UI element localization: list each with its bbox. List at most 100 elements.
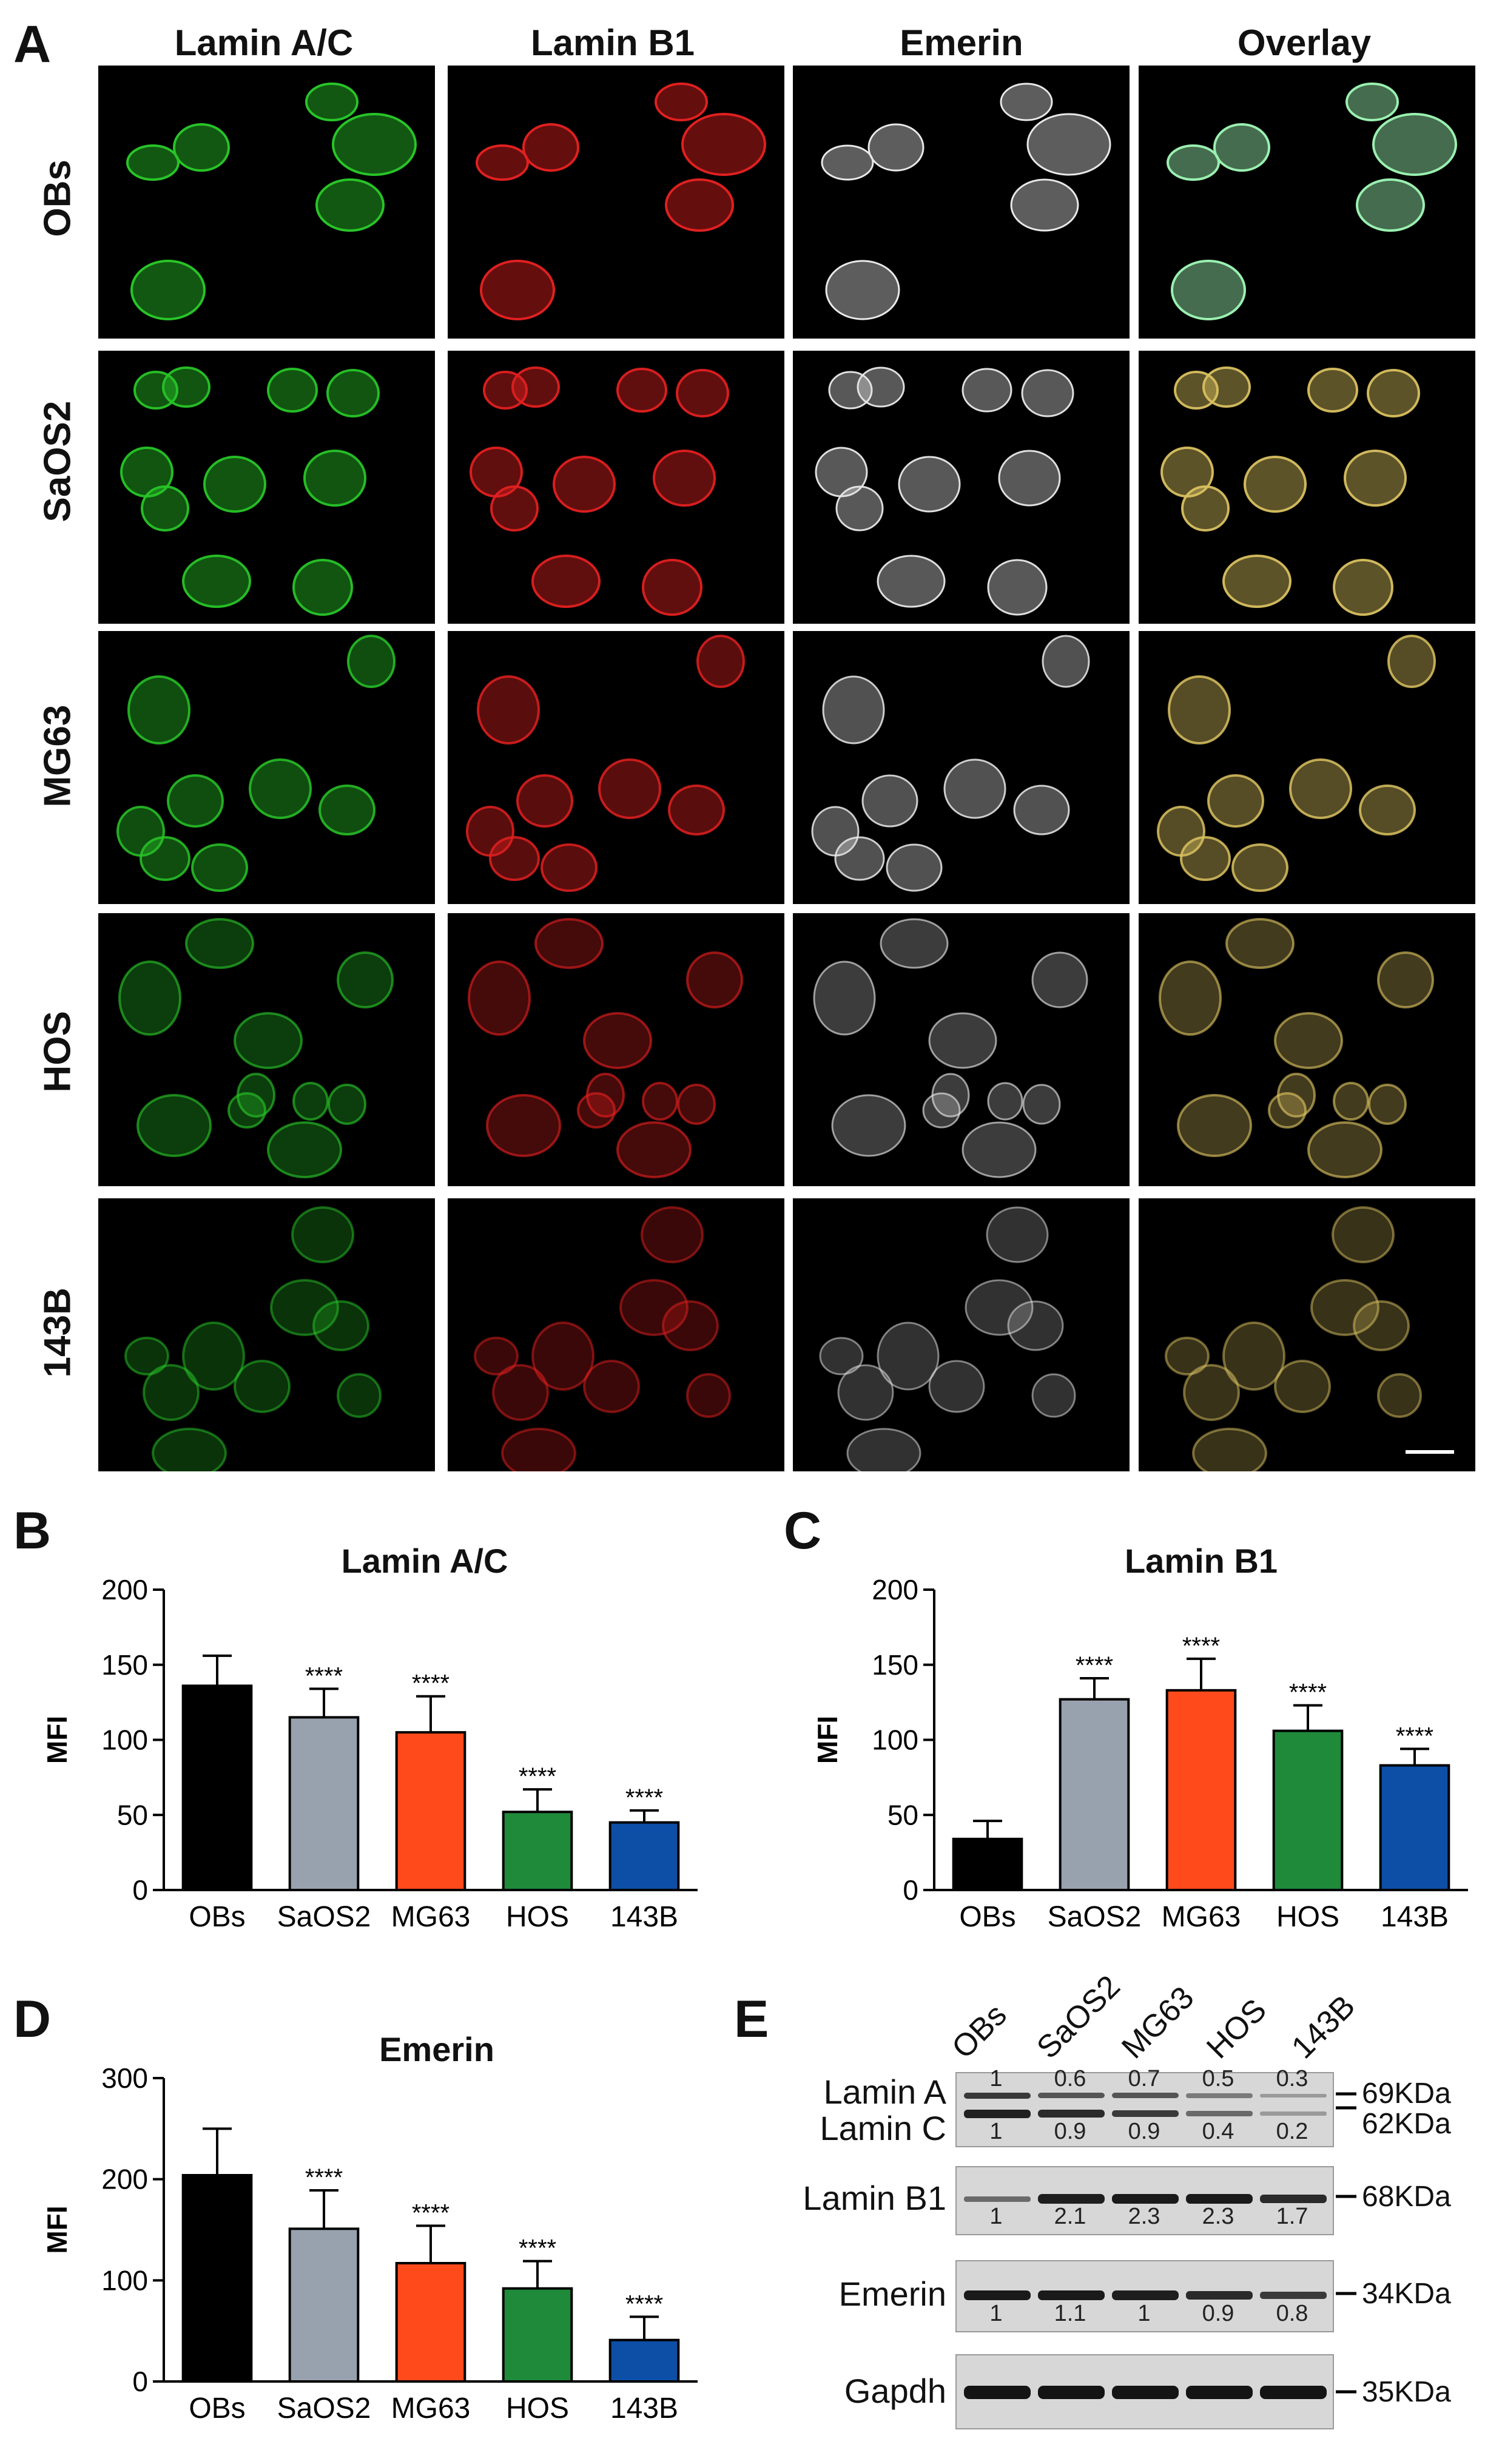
kda-tick-gapdh <box>1336 2390 1356 2394</box>
nucleus <box>511 366 560 408</box>
band-lamin-b1-saos2 <box>1038 2194 1105 2204</box>
micrograph-143b-overlay <box>1139 1198 1475 1471</box>
nucleus <box>681 113 766 176</box>
micrograph-mg63-overlay <box>1139 631 1475 904</box>
nucleus <box>191 843 248 892</box>
y-tick-label: 50 <box>887 1799 918 1831</box>
quant-lamin-a-obs: 1 <box>989 2066 1003 2091</box>
x-tick-label: SaOS2 <box>277 1901 371 1933</box>
chart-b-title: Lamin A/C <box>341 1542 508 1580</box>
y-axis-label: MFI <box>812 1716 843 1764</box>
nucleus <box>986 1206 1049 1263</box>
nucleus <box>516 774 573 828</box>
y-axis-label: MFI <box>41 1716 73 1764</box>
band-lamin-c-143b <box>1260 2111 1327 2116</box>
band-emerin-obs <box>964 2290 1031 2300</box>
nucleus <box>173 123 230 172</box>
band-emerin-hos <box>1186 2291 1253 2300</box>
x-tick-label: OBs <box>189 1901 245 1933</box>
nucleus <box>267 368 318 413</box>
band-lamin-a-obs <box>964 2093 1031 2099</box>
chart-b-lamin-ac: 0 50 100 150 200 MFI OBs **** SaOS2 **** MG63 **** H… <box>41 1574 698 1933</box>
bar-143b <box>608 1821 680 1891</box>
nucleus <box>1022 1084 1061 1125</box>
bar-saos2 <box>288 2227 360 2383</box>
nucleus <box>619 1279 689 1336</box>
band-lamin-b1-hos <box>1186 2194 1253 2204</box>
panel-b-letter: B <box>13 1502 52 1560</box>
quant-lamin-a-143b: 0.3 <box>1276 2066 1308 2091</box>
nucleus <box>880 918 949 969</box>
micrograph-mg63-lamin-b1 <box>448 631 784 904</box>
nucleus <box>965 1279 1034 1336</box>
nucleus <box>846 1428 921 1471</box>
nucleus <box>1181 485 1230 532</box>
bar-mg63 <box>395 2262 466 2383</box>
micrograph-hos-lamin-b1 <box>448 913 784 1186</box>
nucleus <box>118 960 181 1036</box>
nucleus <box>1177 1094 1252 1157</box>
panel-d-letter: D <box>13 1990 52 2048</box>
nucleus <box>249 758 312 819</box>
band-lamin-c-hos <box>1186 2111 1253 2116</box>
nucleus <box>1353 1300 1410 1351</box>
nucleus <box>476 144 529 181</box>
panel-e-letter: E <box>734 1990 769 2048</box>
significance-label: **** <box>519 2235 556 2262</box>
blot-label-lamin-a: Lamin A <box>823 2073 946 2111</box>
nucleus <box>1372 113 1457 176</box>
x-tick-label: OBs <box>959 1901 1015 1933</box>
micrograph-obs-emerin <box>793 66 1130 339</box>
column-header-lamin-ac: Lamin A/C <box>174 22 354 63</box>
lane-label-hos: HOS <box>1200 1992 1273 2066</box>
x-tick-label: 143B <box>1381 1901 1449 1933</box>
y-tick-label: 100 <box>101 1724 148 1756</box>
nucleus <box>828 371 873 410</box>
nucleus <box>819 1337 864 1375</box>
kda-tick-lamin-b1 <box>1336 2195 1356 2198</box>
significance-label: **** <box>412 2199 450 2226</box>
nucleus <box>227 1092 266 1129</box>
lane-label-mg63: MG63 <box>1115 1980 1201 2066</box>
quant-lamin-b1-obs: 1 <box>989 2204 1003 2229</box>
nucleus <box>553 456 616 513</box>
nucleus <box>857 366 905 408</box>
nucleus <box>305 83 359 121</box>
nucleus <box>922 1092 961 1129</box>
nucleus <box>1180 836 1231 881</box>
x-tick-label: HOS <box>1276 1901 1339 1933</box>
nucleus <box>1244 456 1307 513</box>
band-lamin-a-saos2 <box>1038 2093 1105 2098</box>
y-tick-label: 50 <box>117 1799 148 1831</box>
nucleus <box>477 675 540 744</box>
blot-label-lamin-b1: Lamin B1 <box>803 2179 946 2217</box>
nucleus <box>821 144 874 181</box>
blot-label-emerin: Emerin <box>838 2275 946 2313</box>
nucleus <box>136 1094 212 1157</box>
nucleus <box>1165 1337 1210 1375</box>
column-header-overlay: Overlay <box>1237 22 1372 63</box>
nucleus <box>1268 1092 1307 1129</box>
band-gapdh-hos <box>1186 2386 1253 2399</box>
y-tick-label: 200 <box>101 1574 148 1605</box>
quant-lamin-b1-143b: 1.7 <box>1276 2204 1308 2229</box>
micrograph-mg63-emerin <box>793 631 1130 904</box>
quant-lamin-b1-hos: 2.3 <box>1202 2204 1234 2229</box>
nucleus <box>598 758 661 819</box>
micrograph-obs-lamin-ac <box>98 66 435 339</box>
nucleus <box>1159 960 1222 1036</box>
kda-label-34: 34KDa <box>1362 2278 1451 2310</box>
band-lamin-c-mg63 <box>1112 2110 1179 2117</box>
nucleus <box>480 260 555 320</box>
nucleus <box>130 260 206 320</box>
nucleus <box>1010 178 1079 232</box>
kda-label-68: 68KDa <box>1362 2181 1451 2213</box>
nucleus <box>1174 371 1219 410</box>
nucleus <box>490 485 539 532</box>
x-tick-label: HOS <box>506 2392 569 2425</box>
nucleus <box>867 123 924 172</box>
nucleus <box>877 555 946 608</box>
significance-label: **** <box>519 1763 556 1790</box>
nucleus <box>347 635 396 688</box>
micrograph-saos2-lamin-ac <box>98 351 435 624</box>
